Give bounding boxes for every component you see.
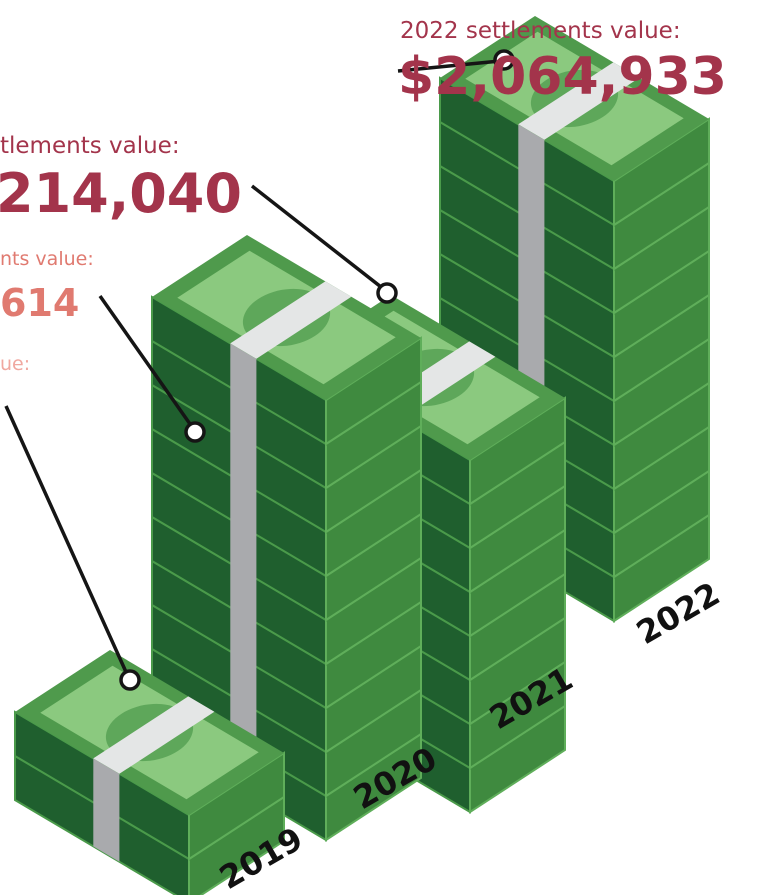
money-stacks	[14, 16, 710, 895]
label-heading: ue:	[0, 353, 30, 375]
label-value: 214,040	[0, 162, 242, 225]
money-band-top	[518, 62, 640, 140]
connectors	[4, 49, 515, 691]
bundle-right-face	[188, 751, 285, 861]
label-heading: nts value:	[0, 248, 94, 270]
label-heading: 2022 settlements value:	[400, 18, 681, 44]
money-band-top	[93, 696, 215, 774]
connector-dot	[184, 421, 206, 443]
connector	[250, 184, 383, 289]
label-value: 614	[0, 281, 79, 325]
connector-dot	[376, 282, 398, 304]
connector-dot	[493, 49, 515, 71]
connector-dot	[119, 669, 141, 691]
money-band-side	[230, 343, 257, 799]
money-band-top	[230, 281, 352, 359]
connector	[397, 59, 501, 73]
label-heading: tlements value:	[0, 133, 180, 159]
connector	[4, 405, 128, 673]
money-band-side	[93, 758, 120, 862]
label-value: $2,064,933	[398, 47, 727, 107]
connector	[98, 294, 192, 426]
